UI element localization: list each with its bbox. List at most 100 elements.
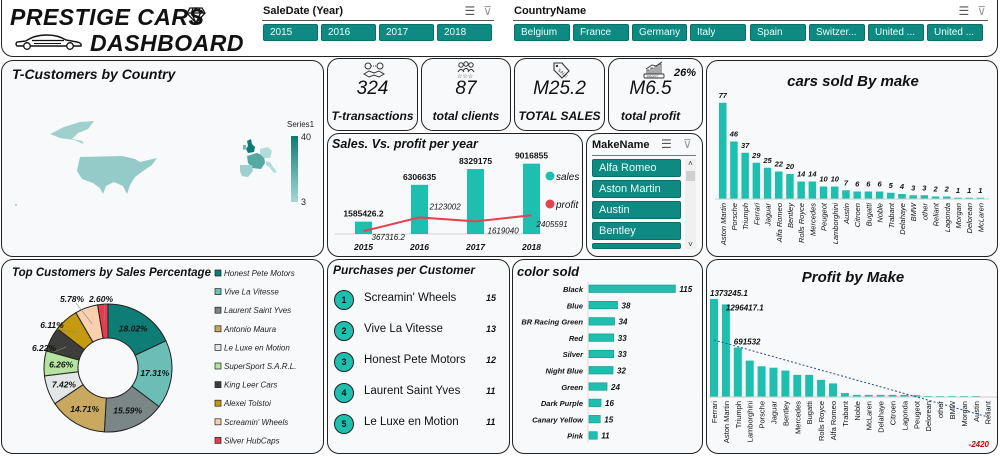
customer-name: Honest Pete Motors [364, 354, 466, 366]
x-tick-label: Rolls Royce [817, 401, 826, 441]
bar-data-label: 16 [605, 399, 614, 408]
country-chip[interactable]: Italy [690, 24, 746, 41]
x-tick-label: Alfa Romeo [829, 401, 838, 440]
chart-title: Sales. Vs. profit per year [332, 137, 479, 151]
profit-data-label: 367316.2 [372, 233, 406, 242]
country-chip[interactable]: Spain [750, 24, 806, 41]
scroll-thumb[interactable] [686, 171, 695, 181]
svg-text:SALE: SALE [557, 68, 569, 79]
x-tick-label: Lamborghini [831, 203, 840, 245]
multi-select-icon[interactable]: ☰ [958, 4, 970, 18]
x-tick-label: Reliant [932, 202, 941, 226]
country-chip[interactable]: Switzer... [809, 24, 865, 41]
legend-swatch [214, 437, 222, 444]
slice-data-label: 18.02% [119, 323, 148, 333]
make-slicer-scrollbar[interactable]: ˄ ˅ [685, 159, 696, 249]
x-tick-label: Alfa Romeo [775, 203, 784, 243]
make-bar [864, 191, 873, 199]
bar-data-label: 2 [932, 185, 938, 194]
customer-name: Screamin' Wheels [364, 292, 457, 304]
make-chip[interactable]: Bentley [592, 222, 681, 240]
make-bar [920, 195, 929, 199]
bar-data-label: 11 [601, 432, 610, 441]
make-chip[interactable]: Alfa Romeo [592, 159, 681, 177]
year-chip[interactable]: 2015 [263, 24, 318, 41]
purchase-count: 11 [486, 417, 496, 427]
profit-data-label: 2405591 [536, 220, 568, 229]
profit-margin-badge: 26% [673, 67, 696, 79]
scroll-up-arrow[interactable]: ˄ [688, 159, 693, 168]
country-chip[interactable]: Belgium [514, 24, 570, 41]
make-bar [875, 191, 884, 199]
country-chip[interactable]: France [573, 24, 629, 41]
make-bar [819, 186, 828, 199]
x-tick-label: 2017 [465, 242, 486, 252]
slice-data-label: 7.42% [52, 379, 77, 389]
leader-line [53, 346, 67, 353]
make-chip[interactable]: Aston Martin [592, 180, 681, 198]
bar-data-label: 15 [604, 415, 613, 424]
map-region-island [15, 204, 17, 206]
make-bar [931, 196, 940, 199]
profit-bar [757, 366, 766, 397]
bar-data-label: 1373245.1 [710, 289, 748, 298]
x-tick-label: other [936, 401, 945, 419]
customer-name: Vive La Vitesse [364, 323, 443, 335]
trendline [713, 339, 989, 418]
bar-data-label: 24 [610, 383, 620, 392]
leader-line [75, 302, 93, 324]
year-chip[interactable]: 2016 [321, 24, 376, 41]
diamond-icon [186, 7, 206, 25]
legend-swatch [214, 269, 222, 277]
map-region-ireland [243, 145, 246, 150]
country-chip[interactable]: Germany [632, 24, 687, 41]
year-chip[interactable]: 2018 [437, 24, 492, 41]
make-bar [954, 197, 962, 199]
year-slicer-header: SaleDate (Year) ☰ ⊽ [262, 3, 494, 21]
sales-data-label: 1585426.2 [343, 209, 383, 219]
dashboard-header: PRESTIGE CARS DASHBOARD SaleDate (Year) … [1, 0, 998, 57]
bar-data-label: 10 [819, 175, 828, 184]
bar-data-label: 32 [617, 367, 626, 376]
legend-label: Vive La Vitesse [224, 288, 279, 297]
legend-sales-marker [545, 171, 555, 181]
clear-filter-icon[interactable]: ⊽ [483, 4, 492, 18]
clear-filter-icon[interactable]: ⊽ [683, 137, 692, 151]
x-tick-label: Bugatti [864, 203, 873, 227]
kpi-value: M6.5 [629, 78, 672, 99]
sale-tag-icon: SALE [553, 62, 570, 79]
legend-swatch [214, 306, 222, 314]
list-item: 1 Screamin' Wheels 15 [334, 290, 504, 312]
rank-badge: 1 [334, 290, 354, 310]
x-tick-label: Lagonda [943, 203, 952, 232]
country-chip[interactable]: United ... [927, 24, 983, 41]
rank-badge: 5 [334, 414, 354, 434]
leader-line [55, 328, 78, 333]
scroll-down-arrow[interactable]: ˅ [688, 240, 693, 249]
x-tick-label: Jaguar [764, 203, 773, 227]
x-tick-label: 2015 [353, 242, 373, 252]
purchase-count: 12 [486, 355, 497, 365]
kpi-label: T-transactions [331, 109, 414, 123]
legend-sales-label: sales [556, 172, 579, 183]
handshake-icon [363, 62, 385, 78]
profit-bar [805, 374, 814, 397]
make-chip[interactable]: Austin [592, 201, 681, 219]
clear-filter-icon[interactable]: ⊽ [977, 4, 986, 18]
x-tick-label: Peugeot [912, 400, 921, 429]
multi-select-icon[interactable]: ☰ [661, 137, 672, 151]
profit-bar [769, 367, 778, 397]
year-chip[interactable]: 2017 [379, 24, 434, 41]
x-tick-label: Porsche [730, 203, 739, 231]
make-chip[interactable] [592, 243, 681, 249]
profit-bar [900, 394, 909, 397]
make-bar [909, 195, 917, 199]
multi-select-icon[interactable]: ☰ [464, 4, 476, 18]
profit-line [363, 214, 532, 233]
x-tick-label: Ferrari [710, 401, 719, 423]
y-tick-label: Silver [563, 350, 585, 359]
customer-name: Laurent Saint Yves [364, 385, 461, 397]
kpi-transactions: 324 T-transactions [327, 58, 418, 131]
country-chip[interactable]: United ... [868, 24, 924, 41]
y-tick-label: Pink [567, 432, 584, 441]
